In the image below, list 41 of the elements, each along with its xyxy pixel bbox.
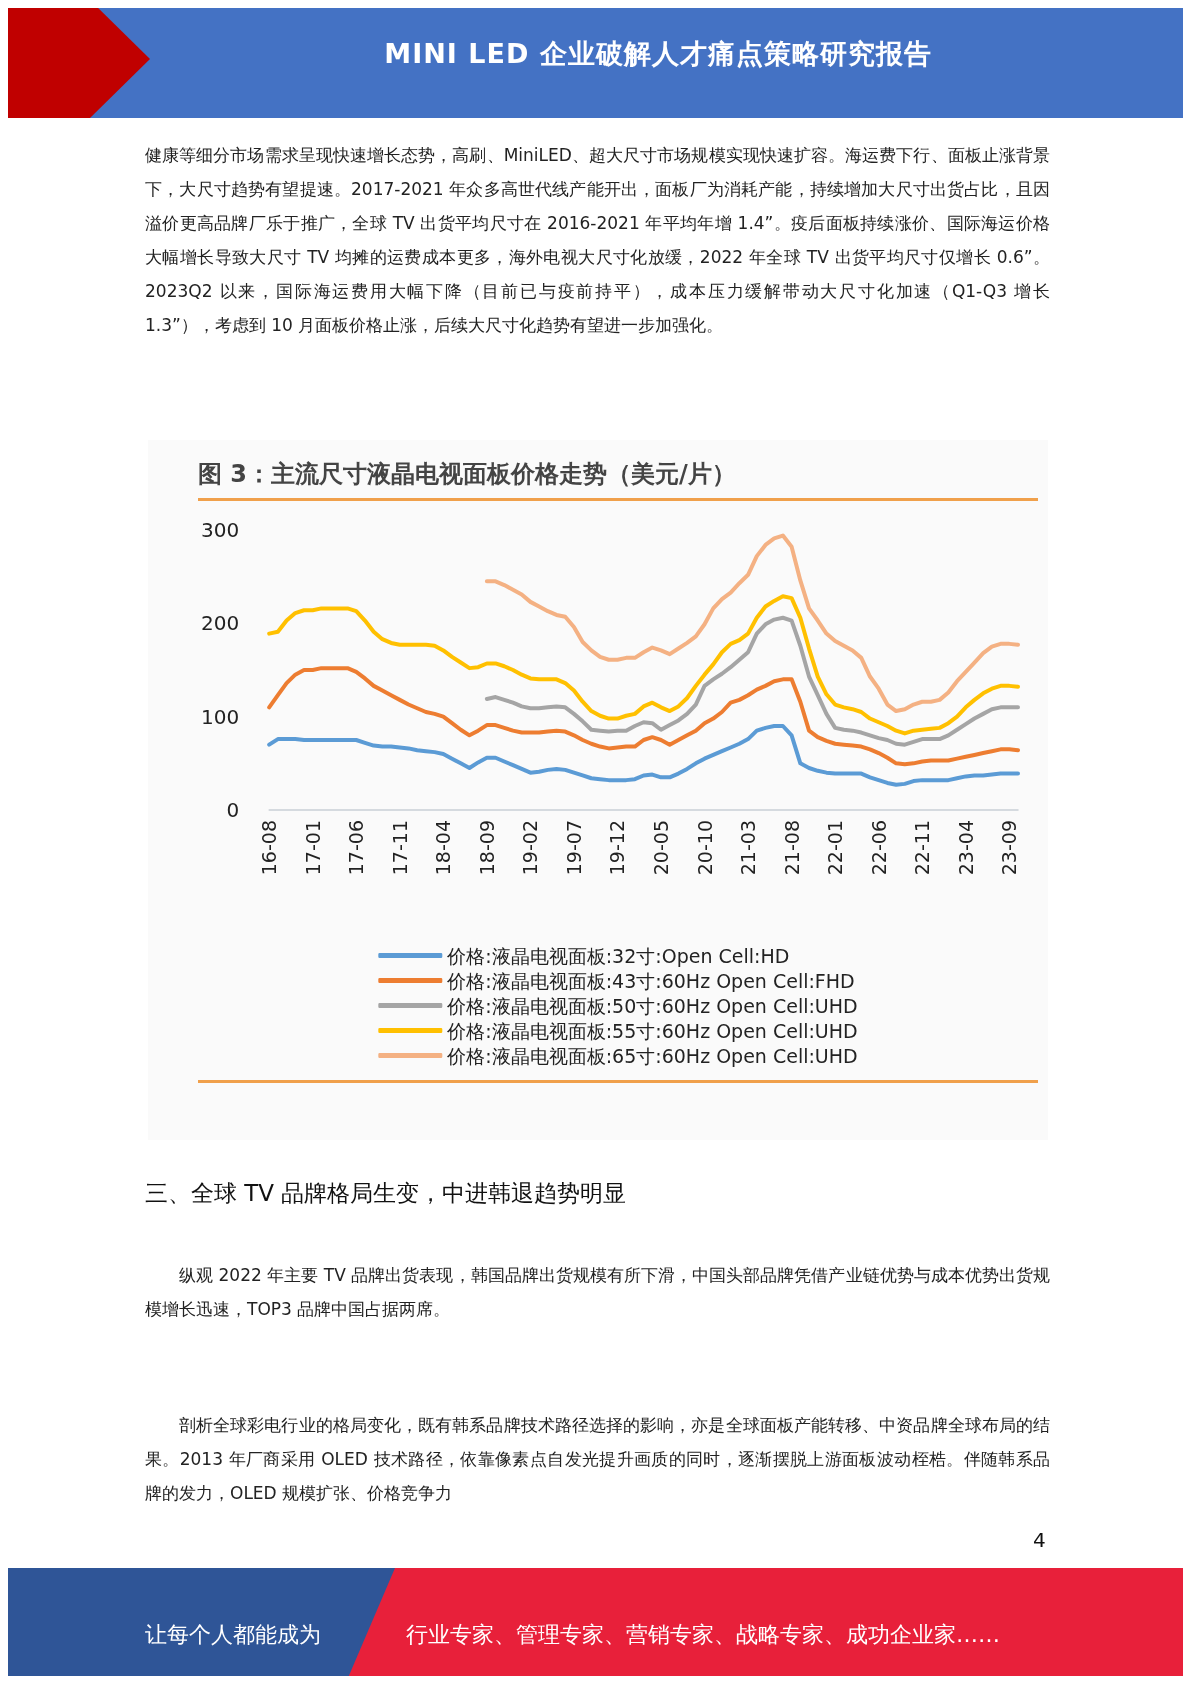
title-rule: 图 3：主流尺寸液晶电视面板价格走势（美元/片）	[198, 458, 1038, 501]
y-tick-label: 200	[200, 611, 240, 636]
x-tick-label: 22-06	[867, 820, 890, 876]
text: 剖析全球彩电行业的格局变化，既有韩系品牌技术路径选择的影响，亦是全球面板产能转移、中资品牌全球布局的结果。2013 年厂商采用 OLED 技术路径，依靠像素点自发光提升画质的同时，逐渐摆脱上游面板波动桎梏。伴随韩系品牌的发力，OLED 规模扩张、价格竞争力	[145, 1414, 1050, 1505]
x-tick-label: 18-04	[432, 820, 455, 876]
legend-label: 价格:液晶电视面板:55寸:60Hz Open Cell:UHD	[446, 1019, 858, 1042]
text: 4	[1033, 1528, 1046, 1552]
x-tick-label: 16-08	[258, 820, 281, 876]
text: 行业专家、管理专家、营销专家、战略专家、成功企业家……	[406, 1621, 1000, 1649]
line-series	[267, 594, 1020, 736]
line-series	[484, 533, 1020, 714]
x-tick-label: 18-09	[475, 820, 498, 876]
x-tick-label: 23-09	[998, 820, 1021, 876]
y-tick-label: 0	[226, 798, 240, 822]
x-tick-label: 19-02	[519, 820, 542, 876]
text: MINI LED 企业破解人才痛点策略研究报告	[383, 37, 933, 71]
x-tick-label: 19-07	[562, 820, 585, 876]
x-tick-label: 22-11	[911, 820, 934, 876]
x-tick-label: 17-01	[301, 820, 324, 876]
x-tick-label: 23-04	[954, 820, 977, 876]
legend-label: 价格:液晶电视面板:32寸:Open Cell:HD	[446, 944, 790, 967]
line-series	[267, 724, 1020, 787]
legend-label: 价格:液晶电视面板:43寸:60Hz Open Cell:FHD	[446, 969, 855, 992]
x-tick-label: 20-10	[693, 820, 716, 876]
x-tick-label: 20-05	[650, 820, 672, 876]
line-series	[484, 615, 1020, 747]
text: 三、全球 TV 品牌格局生变，中进韩退趋势明显	[145, 1179, 627, 1208]
x-tick-label: 19-12	[606, 820, 629, 876]
x-tick-label: 17-06	[345, 820, 368, 876]
legend-label: 价格:液晶电视面板:65寸:60Hz Open Cell:UHD	[446, 1044, 858, 1067]
text: 让每个人都能成为	[145, 1621, 321, 1649]
x-tick-label: 21-08	[780, 820, 803, 876]
line-series	[267, 666, 1020, 767]
y-tick-label: 300	[200, 518, 240, 542]
x-tick-label: 17-11	[388, 820, 411, 876]
text: 纵观 2022 年主要 TV 品牌出货表现，韩国品牌出货规模有所下滑，中国头部品牌凭借产业链优势与成本优势出货规模增长迅速，TOP3 品牌中国占据两席。	[145, 1264, 1050, 1321]
x-tick-label: 21-03	[737, 820, 760, 876]
text: 健康等细分市场需求呈现快速增长态势，高刷、MiniLED、超大尺寸市场规模实现快速扩容。海运费下行、面板止涨背景下，大尺寸趋势有望提速。2017-2021 年众多高世代线产能开出，面板厂为消耗产能，持续增加大尺寸出货占比，且因溢价更高品牌厂乐于推广，全球 TV 出货平均尺寸在 2016-2021 年平均年增 1.4”。疫后面板持续涨价、国际海运价格大幅增长导致大尺寸 TV 均摊的运费成本更多，海外电视大尺寸化放缓，2022 年全球 TV 出货平均尺寸仅增长 0.6”。2023Q2 以来，国际海运费用大幅下降（目前已与疫前持平），成本压力缓解带动大尺寸化加速（Q1-Q3 增长 1.3”），考虑到 10 月面板价格止涨，后续大尺寸化趋势有望进一步加强化。	[145, 144, 1050, 337]
legend-label: 价格:液晶电视面板:50寸:60Hz Open Cell:UHD	[446, 994, 858, 1017]
x-tick-label: 22-01	[824, 820, 847, 876]
y-tick-label: 100	[200, 704, 240, 729]
